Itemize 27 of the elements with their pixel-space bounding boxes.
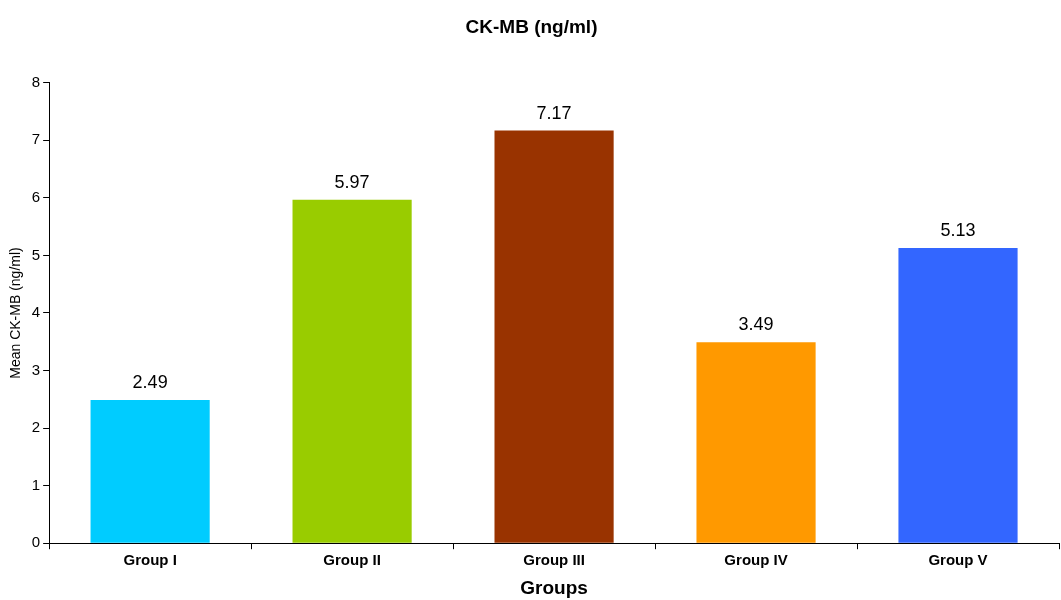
y-tick-label: 2 — [31, 418, 41, 436]
bar — [898, 247, 1018, 543]
y-tick-label: 5 — [31, 245, 41, 263]
data-label: 5.13 — [940, 219, 976, 240]
x-axis-title: Groups — [520, 576, 588, 598]
bar — [90, 399, 210, 543]
y-axis-title: Mean CK-MB (ng/ml) — [7, 247, 24, 379]
y-tick-label: 7 — [31, 130, 41, 148]
x-tick-label: Group I — [123, 551, 177, 569]
x-tick-label: Group IV — [724, 551, 788, 569]
x-tick-label: Group III — [523, 551, 585, 569]
data-label: 3.49 — [738, 314, 774, 335]
y-tick-label: 0 — [31, 533, 41, 551]
bar — [696, 342, 816, 543]
y-tick-label: 4 — [31, 303, 41, 321]
y-tick-label: 1 — [31, 475, 41, 493]
x-tick-label: Group II — [323, 551, 381, 569]
data-label: 2.49 — [132, 371, 168, 392]
y-tick-label: 8 — [31, 72, 41, 90]
bar — [494, 130, 614, 543]
x-tick-label: Group V — [928, 551, 988, 569]
y-tick-label: 3 — [31, 360, 41, 378]
chart-title: CK-MB (ng/ml) — [465, 15, 598, 37]
data-label: 5.97 — [334, 171, 370, 192]
data-label: 7.17 — [536, 102, 572, 123]
y-tick-label: 6 — [31, 188, 41, 206]
bar — [292, 199, 412, 543]
